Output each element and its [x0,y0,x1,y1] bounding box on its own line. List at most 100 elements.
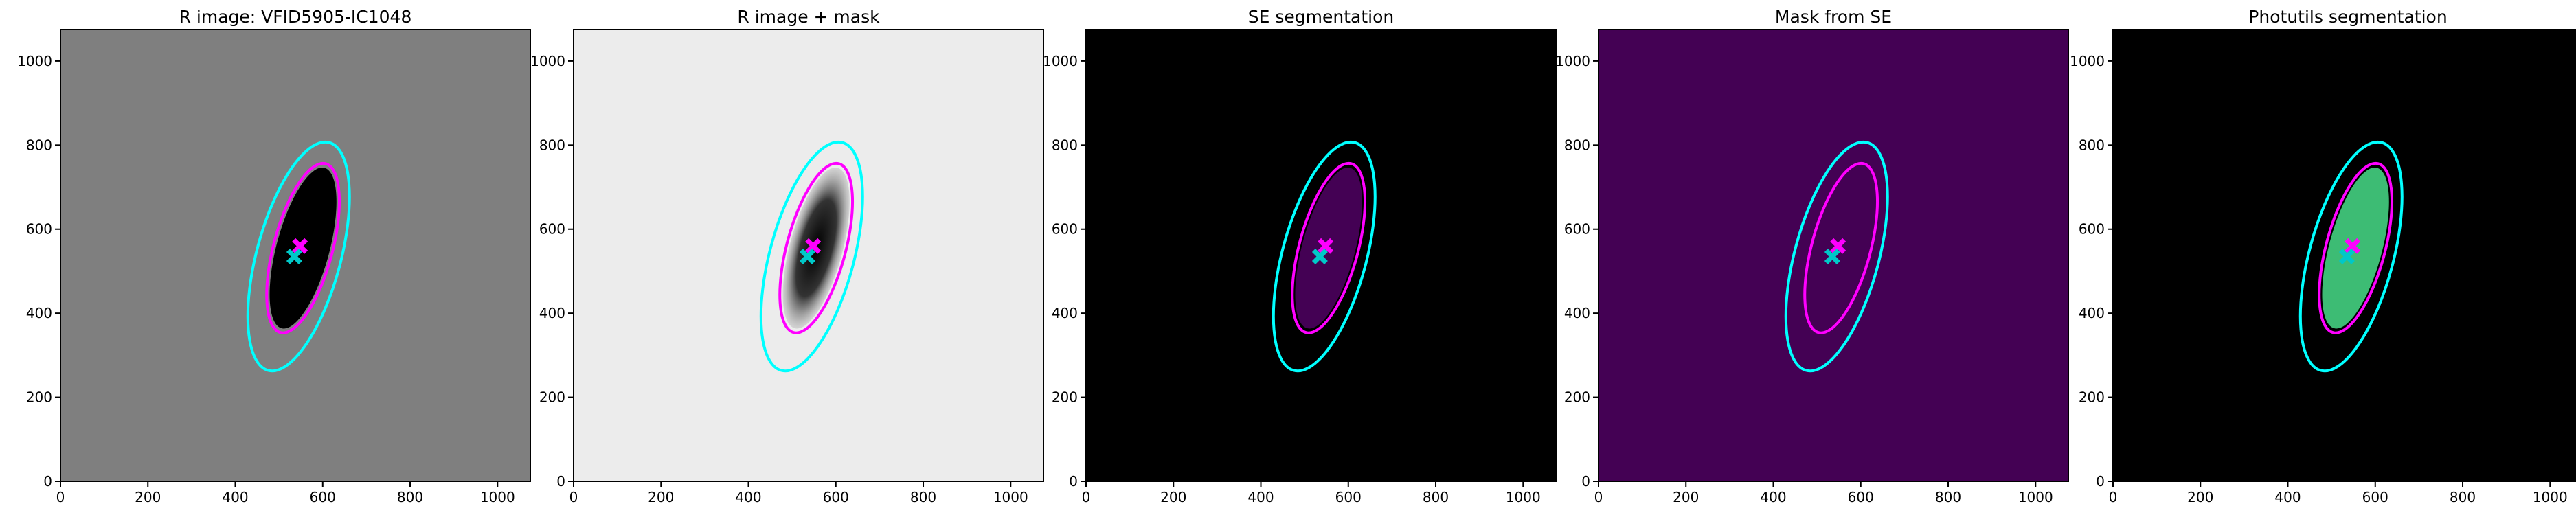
y-tick-label: 600 [539,221,565,238]
y-tick-label: 400 [1564,305,1590,321]
aperture-ellipse [2318,161,2394,334]
y-tick-label: 1000 [1043,53,1078,69]
x-tick-label: 0 [1594,489,1603,505]
y-tick-label: 800 [26,137,52,153]
panel-title: Photutils segmentation [2248,7,2447,27]
x-tick-label: 0 [1082,489,1091,505]
x-tick-label: 1000 [1506,489,1541,505]
panel: 0 200 400 600 800 1000 0 200 400 600 800 1000 Photut… [2070,7,2576,505]
x-tick-label: 400 [222,489,248,505]
aperture-ellipse [778,161,855,334]
y-tick-label: 200 [1564,389,1590,406]
y-tick-label: 600 [2079,221,2105,238]
center-marker [1318,238,1334,254]
y-tick-label: 0 [556,473,565,490]
center-marker [1830,238,1846,254]
x-tick-label: 200 [2187,489,2213,505]
y-tick-label: 1000 [1555,53,1590,69]
axes-frame [2112,29,2576,482]
y-tick-label: 400 [1052,305,1078,321]
y-tick-label: 800 [2079,137,2105,153]
aperture-ellipse [1272,140,1377,373]
y-tick-label: 0 [1069,473,1078,490]
y-tick-label: 0 [1581,473,1590,490]
y-tick-label: 1000 [17,53,52,69]
panel: 0 200 400 600 800 1000 0 200 400 600 800 1000 R imag… [530,7,1044,505]
aperture-ellipse [2298,140,2404,373]
image-area [246,140,351,373]
aperture-ellipse [1803,161,1879,334]
y-tick-label: 400 [539,305,565,321]
x-tick-label: 600 [1848,489,1874,505]
axes-frame [60,29,531,482]
center-marker [799,249,815,265]
y-tick-label: 200 [1052,389,1078,406]
x-tick-label: 800 [910,489,936,505]
center-marker [2338,249,2355,265]
y-tick-label: 800 [539,137,565,153]
axes-frame [1598,29,2069,482]
panel-title: R image: VFID5905-IC1048 [179,7,412,27]
image-area [2298,140,2404,373]
panel-title: SE segmentation [1248,7,1394,27]
x-tick-label: 600 [310,489,336,505]
center-marker [805,238,822,254]
x-tick-label: 400 [2274,489,2301,505]
x-tick-label: 800 [1423,489,1449,505]
y-tick-label: 800 [1052,137,1078,153]
x-tick-label: 1000 [2018,489,2053,505]
aperture-ellipse [1291,161,1367,334]
y-tick-label: 1000 [530,53,565,69]
center-marker [2345,238,2361,254]
center-marker [1824,249,1840,265]
y-tick-label: 400 [26,305,52,321]
x-tick-label: 400 [735,489,761,505]
aperture-ellipse [759,140,864,373]
y-tick-label: 200 [26,389,52,406]
x-tick-label: 400 [1247,489,1274,505]
aperture-ellipse [265,161,341,334]
panel: 0 200 400 600 800 1000 0 200 400 600 800 1000 R imag… [17,7,531,505]
x-tick-label: 800 [1935,489,1961,505]
x-tick-label: 200 [1673,489,1699,505]
x-tick-label: 800 [397,489,423,505]
panel: 0 200 400 600 800 1000 0 200 400 600 800 1000 SE seg… [1043,7,1557,505]
x-tick-label: 1000 [993,489,1028,505]
y-tick-label: 400 [2079,305,2105,321]
center-marker [286,249,302,265]
axes-frame [1085,29,1557,482]
y-tick-label: 0 [2096,473,2105,490]
image-area [1272,140,1377,373]
y-tick-label: 800 [1564,137,1590,153]
image-area [1784,140,1889,373]
image-area [759,140,864,373]
x-tick-label: 0 [56,489,65,505]
center-marker [292,238,308,254]
y-tick-label: 1000 [2070,53,2105,69]
aperture-ellipse [1784,140,1889,373]
y-tick-label: 0 [43,473,52,490]
y-tick-label: 600 [26,221,52,238]
x-tick-label: 1000 [2533,489,2568,505]
x-tick-label: 0 [2109,489,2118,505]
panel-title: R image + mask [737,7,880,27]
panel: 0 200 400 600 800 1000 0 200 400 600 800 1000 Mask f… [1555,7,2069,505]
aperture-ellipse [246,140,351,373]
y-tick-label: 600 [1564,221,1590,238]
x-tick-label: 0 [569,489,578,505]
x-tick-label: 400 [1760,489,1786,505]
y-tick-label: 600 [1052,221,1078,238]
x-tick-label: 600 [2362,489,2388,505]
x-tick-label: 800 [2450,489,2476,505]
x-tick-label: 200 [648,489,674,505]
panel-title: Mask from SE [1775,7,1892,27]
x-tick-label: 600 [823,489,849,505]
axes-frame [573,29,1044,482]
x-tick-label: 1000 [480,489,515,505]
y-tick-label: 200 [2079,389,2105,406]
x-tick-label: 600 [1335,489,1362,505]
x-tick-label: 200 [135,489,161,505]
y-tick-label: 200 [539,389,565,406]
center-marker [1311,249,1328,265]
